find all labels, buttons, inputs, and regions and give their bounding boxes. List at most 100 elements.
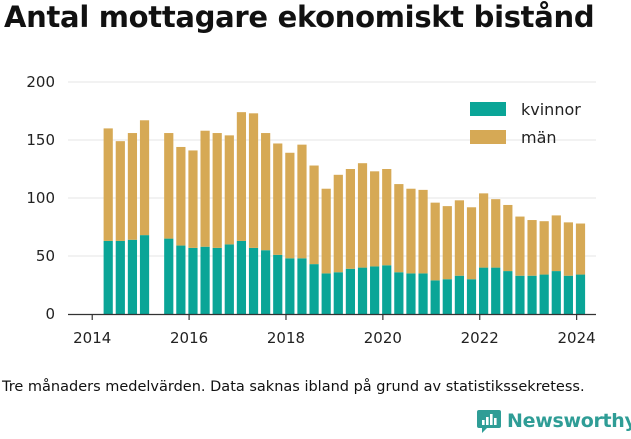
bar-kvinnor [515,275,525,314]
bar-man [248,113,259,248]
bar-kvinnor [297,258,307,314]
bar-kvinnor [309,264,319,314]
bar-kvinnor [479,267,489,314]
bar-man [551,215,561,272]
y-tick-label: 0 [45,305,55,323]
bar-man [127,133,138,240]
x-tick-label: 2020 [364,329,402,347]
bars [103,112,586,314]
y-tick-label: 200 [26,73,55,91]
bar-man [370,171,380,267]
bar-man [309,165,319,265]
bar-man [285,152,295,259]
bar-kvinnor [261,250,271,314]
newsworthy-logo-icon [477,410,501,433]
bar-kvinnor [115,240,125,314]
bar-man [224,135,234,245]
bar-man [575,223,586,275]
x-tick-label: 2024 [558,329,596,347]
bar-kvinnor [345,268,356,314]
bar-man [515,216,525,276]
bar-kvinnor [200,246,210,314]
x-tick-label: 2022 [461,329,499,347]
bar-kvinnor [551,271,561,314]
bar-kvinnor [273,254,283,314]
bar-man [188,150,198,248]
bar-kvinnor [503,271,513,314]
bar-man [466,207,477,280]
bar-man [297,144,307,259]
bar-kvinnor [188,247,198,314]
bar-man [333,174,343,273]
bar-kvinnor [321,273,331,314]
legend-swatch-man [470,130,506,144]
bar-man [479,193,489,268]
bar-man [321,188,331,274]
bar-man [212,133,222,248]
legend-label-kvinnor: kvinnor [521,100,581,119]
brand-logo: Newsworthy [476,408,631,434]
bar-kvinnor [176,245,186,314]
bar-kvinnor [236,240,247,314]
bar-man [527,220,537,276]
bar-kvinnor [333,272,343,314]
bar-man [176,146,186,246]
bar-kvinnor [370,266,380,314]
bar-kvinnor [285,258,295,314]
y-tick-label: 100 [26,189,55,207]
bar-man [236,112,247,241]
bar-kvinnor [454,275,464,314]
bar-man [394,184,404,273]
bar-man [357,163,368,268]
bar-kvinnor [394,272,404,314]
bar-kvinnor [491,267,501,314]
y-tick-label: 50 [36,247,55,265]
axes: 0 50 100 150 200 2014 2016 2018 2020 2022 2024 [26,73,596,347]
bar-kvinnor [382,265,392,314]
bar-kvinnor [418,273,428,314]
bar-kvinnor [406,273,416,314]
bar-kvinnor [575,274,586,314]
chart-title: Antal mottagare ekonomiskt bistånd [4,0,595,34]
bar-man [115,141,125,241]
bar-kvinnor [139,235,150,314]
bar-kvinnor [539,274,549,314]
bar-man [200,130,210,247]
x-tick-label: 2016 [170,329,208,347]
bar-kvinnor [430,280,440,314]
bar-man [382,169,392,266]
bar-man [442,206,452,280]
bar-kvinnor [527,275,537,314]
bar-kvinnor [563,275,573,314]
bar-man [139,120,150,236]
bar-man [345,169,356,269]
bar-man [454,200,464,276]
bar-kvinnor [466,279,477,314]
bar-man [491,199,501,268]
x-tick-label: 2018 [267,329,305,347]
bar-man [563,222,573,276]
x-tick-label: 2014 [73,329,111,347]
bar-kvinnor [103,240,113,314]
bar-kvinnor [212,247,222,314]
bar-man [273,143,283,255]
bar-man [539,221,549,275]
bar-kvinnor [224,244,234,314]
bar-man [418,189,428,274]
bar-man [164,133,174,239]
brand-name: Newsworthy [507,410,631,432]
bar-kvinnor [248,247,259,314]
bar-man [406,188,416,274]
bar-kvinnor [127,239,138,314]
legend-swatch-kvinnor [470,102,506,116]
bar-kvinnor [357,267,368,314]
bar-man [103,128,113,241]
bar-man [261,133,271,251]
y-tick-label: 150 [26,131,55,149]
chart-caption: Tre månaders medelvärden. Data saknas ib… [2,379,585,395]
bar-man [430,202,440,281]
bar-man [503,204,513,272]
bar-kvinnor [442,279,452,314]
legend-label-man: män [521,128,557,147]
